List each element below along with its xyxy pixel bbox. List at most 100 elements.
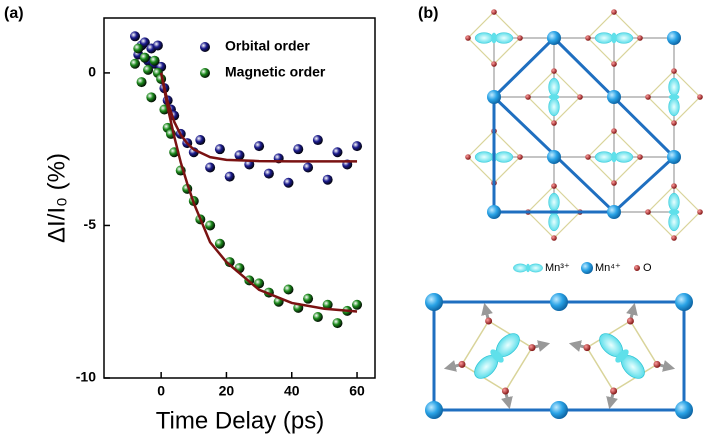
- oxygen: [697, 94, 703, 100]
- data-point: [322, 299, 333, 310]
- data-point: [263, 168, 274, 179]
- orbital-ring: [525, 263, 531, 273]
- orbital-lobe: [528, 263, 543, 273]
- orbital-ring: [611, 32, 617, 44]
- mn3-orbital: [474, 32, 514, 44]
- mn4-ion: [607, 205, 621, 219]
- oxygen: [465, 154, 471, 160]
- oxygen: [611, 180, 617, 186]
- oxygen: [551, 235, 557, 241]
- y-tick-label: 0: [88, 64, 96, 80]
- data-point: [214, 238, 225, 249]
- data-point: [205, 162, 216, 173]
- oxygen: [645, 94, 651, 100]
- legend-label: Orbital order: [225, 38, 310, 54]
- mn3-orbital: [599, 333, 645, 379]
- panel-label: (a): [4, 5, 24, 22]
- panel-label: (b): [418, 5, 438, 22]
- data-point: [133, 43, 144, 54]
- oxygen: [585, 35, 591, 41]
- legend-label: O: [643, 262, 652, 274]
- x-tick-label: 40: [284, 383, 300, 399]
- orbital-lobe: [474, 151, 494, 163]
- oxygen: [671, 183, 677, 189]
- mn4-ion: [607, 90, 621, 104]
- orbital-lobe: [494, 32, 514, 44]
- oxygen: [525, 94, 531, 100]
- mn4-ion: [675, 401, 693, 419]
- cell-frame: [432, 300, 686, 412]
- orbital-lobe: [513, 263, 528, 273]
- plot-frame: [103, 17, 376, 379]
- oxygen: [671, 235, 677, 241]
- oxygen: [697, 209, 703, 215]
- orbital-lobe: [494, 151, 514, 163]
- oxygen: [637, 35, 643, 41]
- orbital-lobe: [474, 32, 494, 44]
- mn4-ion: [550, 401, 568, 419]
- data-point: [136, 77, 147, 88]
- data-point: [332, 147, 343, 158]
- oxygen: [653, 360, 661, 368]
- legend-label: Mn³⁺: [545, 262, 570, 274]
- x-tick-label: 20: [219, 383, 235, 399]
- data-point: [214, 144, 225, 155]
- mn3-orbital: [668, 77, 680, 117]
- data-point: [205, 220, 216, 231]
- data-point: [254, 278, 265, 289]
- oxygen: [551, 120, 557, 126]
- mn3-orbital: [513, 263, 543, 273]
- oxygen: [517, 154, 523, 160]
- data-point: [224, 171, 235, 182]
- mn4-ion: [547, 150, 561, 164]
- data-point: [332, 318, 343, 329]
- data-point: [149, 55, 160, 66]
- data-point: [352, 141, 363, 152]
- data-point: [283, 284, 294, 295]
- data-point: [195, 135, 206, 146]
- orbital-ring: [615, 349, 629, 363]
- oxygen: [485, 317, 493, 325]
- mn3-orbital: [668, 192, 680, 232]
- mn4-ion: [547, 31, 561, 45]
- oxygen: [577, 94, 583, 100]
- orbital-lobe: [668, 212, 680, 232]
- data-point: [283, 177, 294, 188]
- mn4-ion: [675, 293, 693, 311]
- oxygen: [610, 387, 618, 395]
- y-axis-label: ΔI/I₀ (%): [43, 153, 70, 243]
- orbital-ring: [490, 349, 504, 363]
- x-tick-label: 60: [349, 383, 365, 399]
- data-point: [143, 64, 154, 75]
- data-point: [312, 311, 323, 322]
- mn4-ion: [550, 293, 568, 311]
- oxygen: [611, 128, 617, 134]
- oxygen: [645, 209, 651, 215]
- mn4-ion: [487, 90, 501, 104]
- oxygen: [585, 154, 591, 160]
- data-point: [303, 293, 314, 304]
- mn3-orbital: [594, 32, 634, 44]
- oxygen: [491, 61, 497, 67]
- orbital-ring: [611, 151, 617, 163]
- oxygen: [517, 35, 523, 41]
- data-point: [312, 135, 323, 146]
- oxygen: [465, 35, 471, 41]
- legend-marker: [200, 42, 210, 52]
- oxygen: [671, 68, 677, 74]
- data-point: [130, 58, 141, 69]
- orbital-lobe: [548, 192, 560, 212]
- oxygen: [528, 344, 536, 352]
- fit-curve: [159, 72, 358, 163]
- mn4-ion: [667, 150, 681, 164]
- oxygen: [611, 61, 617, 67]
- data-point: [224, 257, 235, 268]
- legend-mn4: [581, 262, 593, 274]
- mn4-ion: [487, 205, 501, 219]
- oxygen: [491, 9, 497, 15]
- legend-oxygen: [634, 265, 640, 271]
- oxygen: [551, 68, 557, 74]
- oxygen: [637, 154, 643, 160]
- oxygen: [501, 387, 509, 395]
